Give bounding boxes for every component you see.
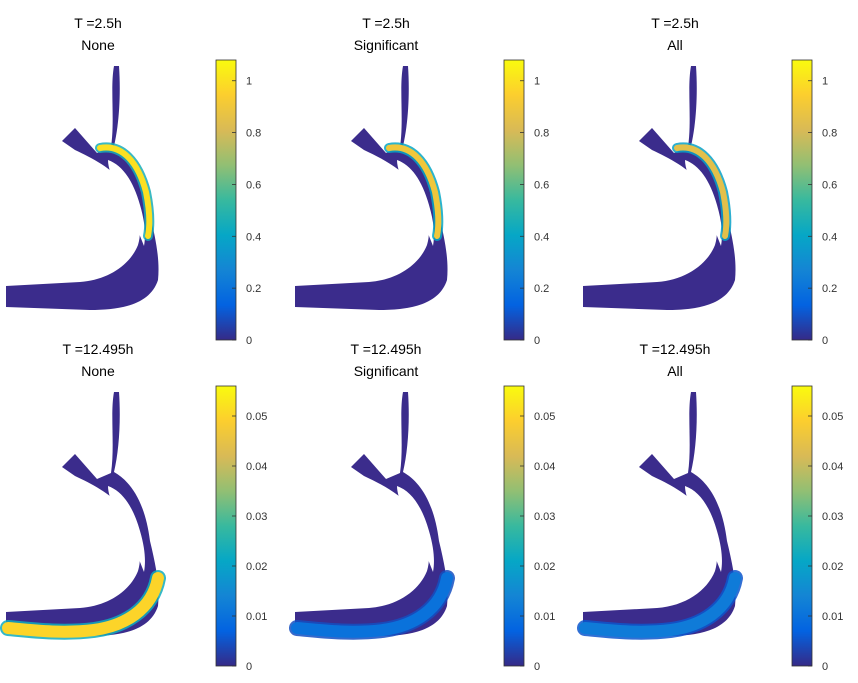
panel-1: T =2.5h None 0 0.2 0.4 0.6 0.8 1	[6, 15, 261, 347]
colorbar-tick-label: 0	[822, 335, 828, 347]
colorbar-tick-label: 0.4	[822, 231, 837, 243]
colorbar	[503, 59, 525, 341]
colorbar-tick-label: 0	[534, 335, 540, 347]
colorbar-tick-label: 0.01	[246, 611, 267, 623]
colorbar-tick-label: 0.03	[534, 511, 555, 523]
colorbar-tick-label: 1	[822, 76, 828, 88]
colorbar-tick-label: 0.03	[246, 511, 267, 523]
colorbar-tick-label: 0.6	[822, 179, 837, 191]
concentration-hotspot	[97, 144, 153, 239]
colorbar-tick-label: 0.01	[534, 611, 555, 623]
colorbar-tick-label: 0.6	[534, 179, 549, 191]
colorbar-tick-label: 0.03	[822, 511, 843, 523]
colorbar	[503, 385, 525, 667]
colorbar-tick-label: 1	[534, 76, 540, 88]
colorbar-tick-label: 0.04	[822, 461, 843, 473]
river-island	[397, 160, 434, 246]
colorbar-tick-label: 0.4	[246, 231, 261, 243]
colorbar	[791, 59, 813, 341]
colorbar-tick-label: 0	[822, 661, 828, 673]
colorbar-tick-label: 0.6	[246, 179, 261, 191]
panel-scenario-label: Significant	[354, 363, 419, 379]
colorbar-tick-label: 0.05	[246, 411, 267, 423]
concentration-hotspot	[579, 572, 741, 638]
river-island	[108, 486, 145, 572]
panel-time-label: T =12.495h	[351, 341, 422, 357]
panel-scenario-label: None	[81, 363, 115, 379]
river-island	[685, 160, 722, 246]
panel-time-label: T =2.5h	[74, 15, 122, 31]
panel-time-label: T =12.495h	[63, 341, 134, 357]
colorbar-tick-label: 0	[246, 661, 252, 673]
panel-time-label: T =2.5h	[362, 15, 410, 31]
concentration-hotspot	[2, 572, 164, 638]
colorbar-tick-label: 0.05	[822, 411, 843, 423]
concentration-hotspot	[386, 144, 442, 239]
colorbar-tick-label: 0	[534, 661, 540, 673]
panel-time-label: T =12.495h	[640, 341, 711, 357]
colorbar-tick-label: 0.04	[246, 461, 267, 473]
colorbar-tick-label: 0	[246, 335, 252, 347]
river-island	[397, 486, 434, 572]
colorbar-tick-label: 0.8	[246, 128, 261, 140]
panel-3: T =2.5h All 0 0.2 0.4 0.6 0.8 1	[583, 15, 837, 347]
panel-time-label: T =2.5h	[651, 15, 699, 31]
river-island	[685, 486, 722, 572]
panel-scenario-label: All	[667, 37, 683, 53]
colorbar	[215, 385, 237, 667]
panel-5: T =12.495h Significant 0 0.01 0.02 0.03 0.04 0.…	[289, 341, 555, 673]
panel-scenario-label: Significant	[354, 37, 419, 53]
colorbar-tick-label: 0.2	[246, 283, 261, 295]
panel-scenario-label: All	[667, 363, 683, 379]
colorbar-tick-label: 0.02	[534, 561, 555, 573]
concentration-hotspot	[674, 144, 730, 239]
river-island	[108, 160, 145, 246]
colorbar-tick-label: 0.8	[822, 128, 837, 140]
colorbar-tick-label: 0.02	[822, 561, 843, 573]
colorbar-tick-label: 0.4	[534, 231, 549, 243]
colorbar-tick-label: 0.04	[534, 461, 555, 473]
concentration-hotspot	[291, 572, 453, 638]
panel-4: T =12.495h None 0 0.01 0.02 0.03 0.04 0.05	[0, 341, 267, 673]
colorbar	[215, 59, 237, 341]
panel-scenario-label: None	[81, 37, 115, 53]
colorbar-tick-label: 0.02	[246, 561, 267, 573]
colorbar-tick-label: 0.01	[822, 611, 843, 623]
colorbar-tick-label: 1	[246, 76, 252, 88]
colorbar-tick-label: 0.2	[534, 283, 549, 295]
colorbar-tick-label: 0.2	[822, 283, 837, 295]
colorbar-tick-label: 0.05	[534, 411, 555, 423]
panel-6: T =12.495h All 0 0.01 0.02 0.03 0.04 0.05	[577, 341, 843, 673]
panel-2: T =2.5h Significant 0 0.2 0.4 0.6 0.8 1	[295, 15, 549, 347]
colorbar	[791, 385, 813, 667]
colorbar-tick-label: 0.8	[534, 128, 549, 140]
